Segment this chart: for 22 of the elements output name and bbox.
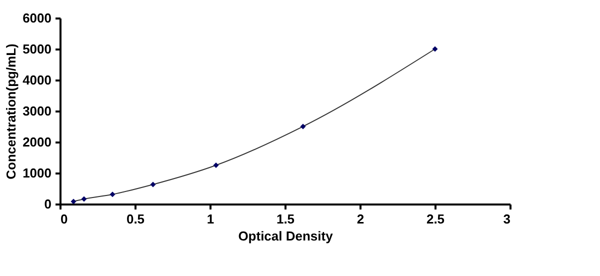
point	[300, 124, 306, 130]
y-tick-label: 5000	[22, 42, 52, 56]
x-tick-label: 3	[503, 212, 510, 226]
y-tick-label: 6000	[22, 10, 52, 26]
x-tick-label: 1	[206, 212, 214, 226]
y-tick-label: 2000	[22, 134, 52, 150]
x-tick-label: 2.5	[426, 212, 445, 226]
x-tick-label: 0	[60, 212, 68, 226]
point	[81, 196, 87, 202]
point	[70, 198, 76, 204]
y-tick-label: 1000	[22, 166, 52, 180]
point	[432, 46, 438, 52]
point	[150, 182, 156, 188]
x-tick-label: 2	[356, 212, 364, 226]
x-tick-label: 0.5	[126, 212, 145, 226]
point	[110, 192, 116, 198]
y-tick-label: 3000	[22, 104, 52, 118]
x-tick-label: 1.5	[276, 212, 295, 226]
y-tick-label: 0	[44, 196, 52, 212]
y-tick-label: 4000	[22, 72, 52, 88]
y-axis-title: Concentration(pg/mL)	[4, 44, 19, 180]
x-axis-title: Optical Density	[238, 228, 334, 244]
